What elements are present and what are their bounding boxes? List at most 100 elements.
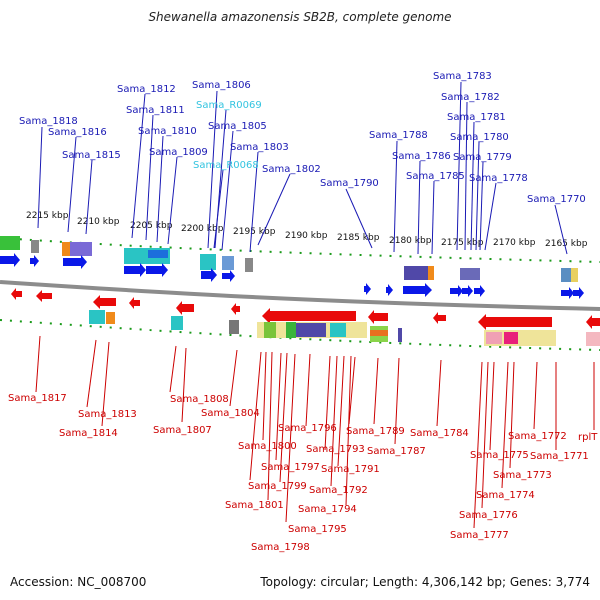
gene-label: Sama_1794 — [298, 504, 357, 515]
reverse-gene-arrow — [231, 303, 240, 315]
gene-label: Sama_1780 — [450, 132, 509, 143]
accession-text: Accession: NC_008700 — [10, 575, 147, 589]
gene-label: Sama_1789 — [346, 426, 405, 437]
gene-label: Sama_1808 — [170, 394, 229, 405]
scale-labels: 2215 kbp 2210 kbp 2205 kbp 2200 kbp 2195… — [26, 211, 588, 249]
scale-label: 2165 kbp — [545, 239, 588, 249]
reverse-gene-arrow — [36, 290, 52, 302]
scale-label: 2205 kbp — [130, 221, 173, 231]
gene-label: Sama_R0069 — [196, 100, 262, 111]
forward-gene-arrow — [386, 284, 393, 296]
forward-gene-arrow — [573, 287, 584, 299]
reverse-gene-arrow — [176, 301, 194, 315]
gene-label: Sama_1806 — [192, 80, 251, 91]
forward-gene-arrow — [403, 283, 432, 297]
gene-label: Sama_1775 — [470, 450, 529, 461]
gene-label: Sama_1793 — [306, 444, 365, 455]
gene-label: Sama_1813 — [78, 409, 137, 420]
forward-gene-arrow — [364, 283, 371, 295]
gene-label: Sama_1790 — [320, 178, 379, 189]
reverse-gene-arrow — [129, 297, 140, 309]
gene-label: Sama_1783 — [433, 71, 492, 82]
forward-gene-arrow — [201, 268, 217, 282]
gene-label: Sama_1804 — [201, 408, 260, 419]
scale-label: 2215 kbp — [26, 211, 69, 221]
scale-label: 2180 kbp — [389, 236, 432, 246]
gene-label: Sama_1800 — [238, 441, 297, 452]
forward-arrows — [0, 253, 584, 299]
gene-label: Sama_1797 — [261, 462, 320, 473]
top-gene-labels: Sama_1818 Sama_1816 Sama_1815 Sama_1812 … — [19, 71, 586, 205]
scale-label: 2170 kbp — [493, 238, 536, 248]
map-title: Shewanella amazonensis SB2B, complete ge… — [148, 10, 452, 24]
gene-label: Sama_1779 — [453, 152, 512, 163]
gene-label: Sama_1815 — [62, 150, 121, 161]
gene-label: Sama_1818 — [19, 116, 78, 127]
forward-gene-arrow — [124, 263, 146, 277]
gene-label: Sama_1805 — [208, 121, 267, 132]
forward-gene-arrow — [450, 285, 463, 297]
gene-label: Sama_1777 — [450, 530, 509, 541]
forward-gene-arrow — [30, 255, 39, 267]
gene-label: Sama_1784 — [410, 428, 469, 439]
gene-label: Sama_1811 — [126, 105, 185, 116]
scale-label: 2210 kbp — [77, 217, 120, 227]
reverse-gene-arrow — [11, 288, 22, 300]
gene-label: Sama_1787 — [367, 446, 426, 457]
gene-label: Sama_1774 — [476, 490, 535, 501]
reverse-gene-arrow — [586, 315, 600, 329]
scale-label: 2185 kbp — [337, 233, 380, 243]
gene-label: Sama_1795 — [288, 524, 347, 535]
gene-label: Sama_1778 — [469, 173, 528, 184]
scale-label: 2200 kbp — [181, 224, 224, 234]
genome-summary-text: Topology: circular; Length: 4,306,142 bp… — [260, 575, 590, 589]
genome-backbone — [0, 280, 600, 311]
gene-label: Sama_1791 — [321, 464, 380, 475]
gene-label: Sama_R0068 — [193, 160, 259, 171]
gene-label: Sama_1810 — [138, 126, 197, 137]
scale-label: 2195 kbp — [233, 227, 276, 237]
gene-label: Sama_1776 — [459, 510, 518, 521]
gene-label: Sama_1772 — [508, 431, 567, 442]
gene-label: Sama_1782 — [441, 92, 500, 103]
gene-label: Sama_1803 — [230, 142, 289, 153]
bottom-leader-lines — [35, 335, 595, 529]
forward-gene-arrow — [63, 255, 87, 269]
gene-label: Sama_1770 — [527, 194, 586, 205]
reverse-gene-arrow — [368, 310, 388, 324]
reverse-gene-arrow — [433, 312, 446, 324]
top-feature-blocks — [0, 236, 578, 282]
forward-gene-arrow — [561, 287, 574, 299]
gene-label: Sama_1773 — [493, 470, 552, 481]
gene-label: rplT — [578, 432, 598, 443]
gene-label: Sama_1796 — [278, 423, 337, 434]
gene-label: Sama_1817 — [8, 393, 67, 404]
gene-label: Sama_1785 — [406, 171, 465, 182]
gene-label: Sama_1802 — [262, 164, 321, 175]
scale-label: 2190 kbp — [285, 231, 328, 241]
gene-label: Sama_1788 — [369, 130, 428, 141]
reverse-gene-arrow — [478, 314, 552, 330]
forward-gene-arrow — [222, 270, 235, 282]
forward-gene-arrow — [462, 285, 473, 297]
gene-label: Sama_1792 — [309, 485, 368, 496]
reverse-gene-arrow — [262, 308, 356, 324]
gene-label: Sama_1798 — [251, 542, 310, 553]
gene-label: Sama_1812 — [117, 84, 176, 95]
gene-label: Sama_1814 — [59, 428, 118, 439]
bottom-feature-blocks — [89, 310, 600, 346]
gene-label: Sama_1807 — [153, 425, 212, 436]
gene-label: Sama_1801 — [225, 500, 284, 511]
forward-gene-arrow — [146, 263, 168, 277]
reverse-arrows — [11, 288, 600, 330]
gene-label: Sama_1809 — [149, 147, 208, 158]
reverse-gene-arrow — [93, 295, 116, 309]
gene-label: Sama_1771 — [530, 451, 589, 462]
gene-label: Sama_1799 — [248, 481, 307, 492]
scale-label: 2175 kbp — [441, 238, 484, 248]
bottom-gene-labels: Sama_1817 Sama_1813 Sama_1814 Sama_1808 … — [8, 393, 598, 553]
gene-label: Sama_1786 — [392, 151, 451, 162]
top-leader-lines — [37, 81, 568, 255]
forward-gene-arrow — [0, 253, 20, 267]
